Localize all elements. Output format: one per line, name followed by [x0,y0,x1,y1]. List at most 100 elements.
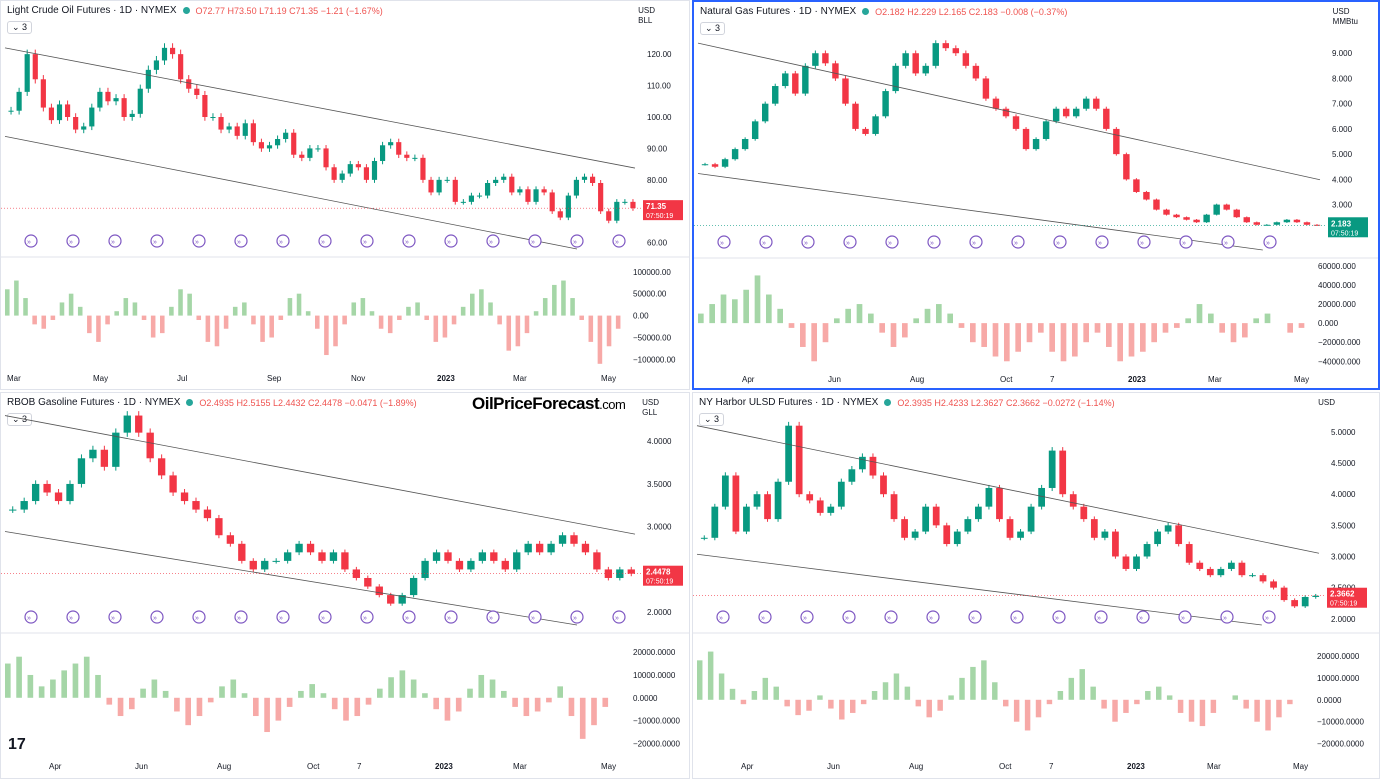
candle-body [169,475,177,493]
price-tick-label: 3.000 [1332,201,1353,210]
oscillator-bar [260,315,265,342]
osc-tick-label: 10000.0000 [633,671,676,680]
currency-unit[interactable]: USD [1318,398,1335,407]
candle-body [932,43,939,66]
chart-svg-crude[interactable]: 120.00110.00100.0090.0080.0070.0060.0010… [1,1,690,390]
oscillator-bar [269,315,274,338]
last-price-label: 2.4478 [646,568,671,577]
chart-panel-natgas[interactable]: Natural Gas Futures · 1D · NYMEX O2.182 … [692,0,1380,390]
chart-svg-rbob[interactable]: 4.00003.50003.00002.50002.000020000.0000… [1,393,690,779]
event-marker-glyph: » [720,240,724,247]
oscillator-bar [579,315,584,320]
oscillator-bar [230,679,237,698]
last-price-tag [643,200,683,221]
time-axis-label: May [1293,762,1308,771]
oscillator-bar [709,304,715,324]
oscillator-bar [1151,323,1157,343]
candle-body [77,458,86,484]
time-axis-label: Apr [741,762,754,771]
event-marker-glyph: » [321,615,325,622]
trend-line-upper [4,415,636,535]
event-marker-icon [234,610,248,624]
currency-unit[interactable]: USD BLL [638,6,655,25]
oscillator-bar [1060,323,1067,362]
osc-tick-label: −100000.00 [633,355,676,364]
candle-body [701,164,709,166]
indicator-count-toggle[interactable]: ⌄ 3 [699,413,725,426]
chart-svg-ulsd[interactable]: 5.00004.50004.00003.50003.00002.50002.00… [693,393,1380,779]
candle-body [1283,219,1291,223]
oscillator-bar [937,699,943,711]
oscillator-bar [926,699,932,718]
chart-panel-ulsd[interactable]: NY Harbor ULSD Futures · 1D · NYMEX O2.3… [692,392,1380,779]
time-axis-label: Aug [909,762,923,771]
osc-tick-label: 20000.0000 [1317,652,1360,661]
candle-body [490,552,498,561]
chart-svg-natgas[interactable]: 9.0008.0007.0006.0005.0004.0003.0002.000… [694,2,1378,388]
symbol-title[interactable]: NY Harbor ULSD Futures · 1D · NYMEX [699,397,879,408]
symbol-title[interactable]: Natural Gas Futures · 1D · NYMEX [700,6,857,17]
candle-body [202,95,208,117]
candle-body [974,506,982,520]
event-marker-glyph: » [279,615,283,622]
oscillator-bar [205,315,211,342]
candle-body [627,569,635,574]
oscillator-bar [1013,699,1020,722]
event-marker-icon [318,610,332,624]
oscillator-bar [1188,699,1195,722]
candle-body [178,54,184,80]
oscillator-bar [542,298,548,316]
candle-body [347,164,353,174]
oscillator-bar [1208,313,1214,324]
oscillator-bar [1038,323,1044,333]
oscillator-bar [754,275,761,324]
oscillator-bar [890,323,897,347]
event-marker-glyph: » [153,615,157,622]
market-open-dot-icon [186,399,194,406]
chart-panel-crude[interactable]: Light Crude Oil Futures · 1D · NYMEX O72… [0,0,690,390]
oscillator-bar [850,699,856,713]
candle-body [121,98,127,117]
indicator-count-toggle[interactable]: ⌄ 3 [7,21,33,34]
oscillator-bar [1079,669,1085,700]
candle-body [32,54,38,80]
oscillator-bar [399,670,406,698]
oscillator-bar [570,298,575,316]
symbol-title[interactable]: RBOB Gasoline Futures · 1D · NYMEX [7,397,181,408]
oscillator-bar [387,315,393,334]
candle-body [238,543,246,561]
time-axis-label: Mar [1207,762,1221,771]
candle-body [9,509,17,511]
osc-tick-label: 0.00 [633,312,649,321]
candle-body [421,560,429,578]
event-marker-glyph: » [111,239,115,246]
event-marker-icon [360,610,374,624]
oscillator-bar [602,697,609,707]
event-marker-icon [1263,235,1277,249]
oscillator-bar [320,693,327,698]
candle-body [484,183,491,196]
oscillator-bar [893,673,900,700]
candle-body [43,483,51,493]
oscillator-bar [546,697,552,703]
oscillator-bar [882,682,889,700]
candle-body [558,535,567,544]
oscillator-bar [251,315,256,325]
candle-body [1253,222,1261,225]
oscillator-bar [50,315,56,320]
candle-body [869,456,877,476]
oscillator-bar [981,323,987,347]
event-marker-glyph: » [447,239,451,246]
market-open-dot-icon [862,8,870,15]
symbol-title[interactable]: Light Crude Oil Futures · 1D · NYMEX [7,5,177,16]
event-marker-icon [968,610,982,624]
indicator-count-toggle[interactable]: ⌄ 3 [700,22,726,35]
currency-unit[interactable]: USD MMBtu [1332,7,1358,26]
time-axis-label: Apr [742,375,755,384]
event-marker-icon [758,610,772,624]
candle-body [1143,544,1151,557]
chart-panel-rbob[interactable]: RBOB Gasoline Futures · 1D · NYMEX O2.49… [0,392,690,779]
oscillator-bar [871,691,878,700]
currency-unit[interactable]: USD GLL [642,398,659,417]
candle-body [890,494,898,520]
